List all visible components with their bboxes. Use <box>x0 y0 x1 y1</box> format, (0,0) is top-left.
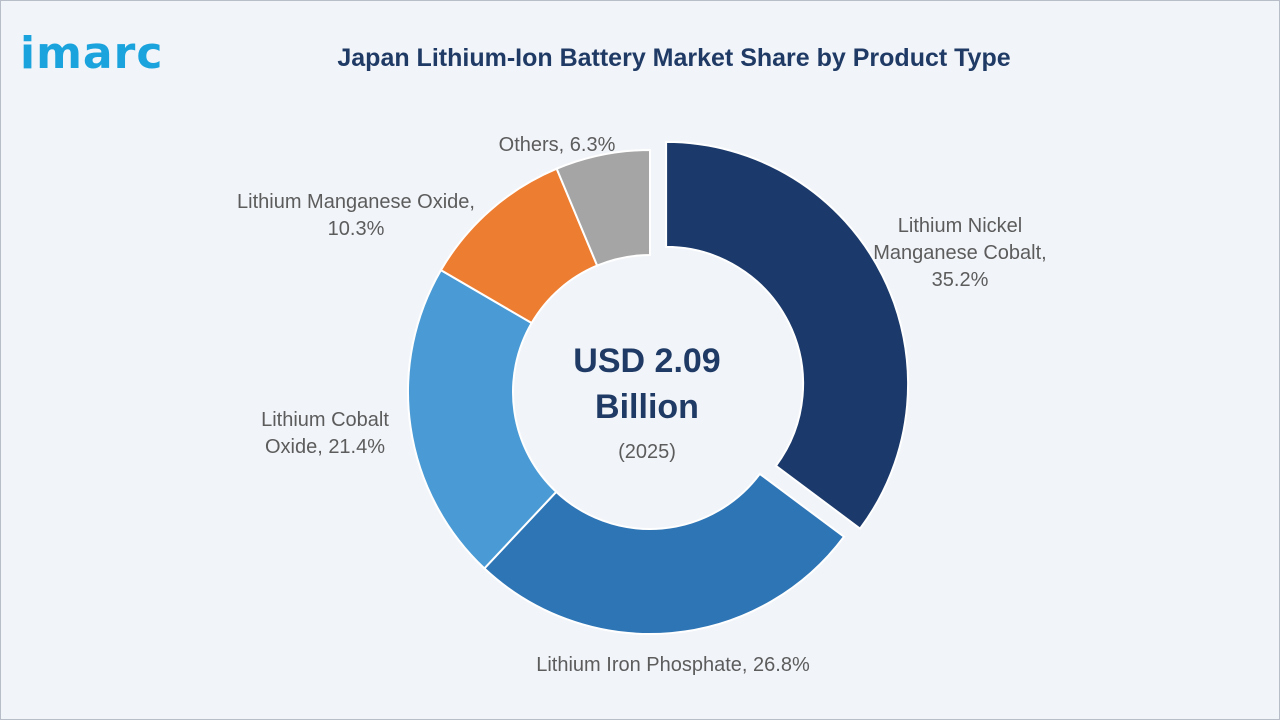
center-year: (2025) <box>618 441 676 463</box>
label-lithium-cobalt-oxide: Lithium Cobalt Oxide, 21.4% <box>261 409 389 458</box>
slice-lithium-nickel-manganese-cobalt <box>665 140 910 531</box>
center-value: USD 2.09 <box>573 342 720 380</box>
label-others: Others, 6.3% <box>499 134 616 156</box>
label-lithium-nickel-manganese-cobalt: Lithium Nickel Manganese Cobalt, 35.2% <box>873 215 1046 291</box>
slice-lithium-iron-phosphate <box>482 472 846 635</box>
label-lithium-manganese-oxide: Lithium Manganese Oxide, 10.3% <box>237 191 475 240</box>
slice-others <box>555 148 651 267</box>
slice-lithium-cobalt-oxide <box>407 268 558 570</box>
center-unit: Billion <box>595 388 699 426</box>
label-lithium-iron-phosphate: Lithium Iron Phosphate, 26.8% <box>536 654 810 676</box>
imarc-logo: imarc <box>20 28 164 79</box>
chart-title: Japan Lithium-Ion Battery Market Share b… <box>337 44 1011 72</box>
